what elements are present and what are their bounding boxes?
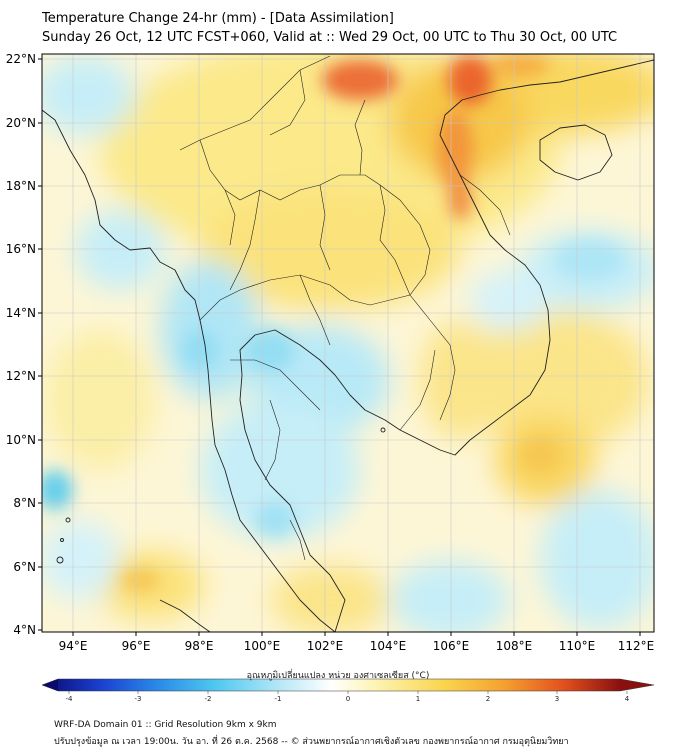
colorbar-tick-neg4: -4	[66, 695, 74, 703]
lon-label-94: 94°E	[59, 639, 88, 653]
chart-title: Temperature Change 24-hr (mm) - [Data As…	[42, 11, 394, 26]
graticule	[42, 54, 654, 632]
colorbar-tick-0: 0	[346, 695, 350, 703]
footer-model-info: WRF-DA Domain 01 :: Grid Resolution 9km …	[54, 720, 277, 730]
lon-ticks	[72, 632, 641, 636]
lat-label-18: 18°N	[6, 179, 36, 193]
colorbar-tick-2: 2	[486, 695, 490, 703]
lat-ticks	[38, 58, 42, 631]
colorbar-ticks	[68, 691, 628, 694]
lon-label-108: 108°E	[496, 639, 533, 653]
lat-label-12: 12°N	[6, 369, 36, 383]
colorbar-title: อุณหภูมิเปลี่ยนแปลง หน่วย องศาเซลเซียส (…	[246, 671, 430, 681]
colorbar-tick-3: 3	[555, 695, 559, 703]
lon-label-112: 112°E	[618, 639, 655, 653]
lat-label-10: 10°N	[6, 433, 36, 447]
colorbar-tick-4: 4	[625, 695, 630, 703]
lat-label-6: 6°N	[13, 560, 36, 574]
lon-label-106: 106°E	[433, 639, 470, 653]
lon-label-100: 100°E	[244, 639, 281, 653]
lon-label-104: 104°E	[370, 639, 407, 653]
lat-label-14: 14°N	[6, 306, 36, 320]
colorbar-tick-neg2: -2	[205, 695, 212, 703]
coastlines	[42, 59, 654, 632]
chart-subtitle: Sunday 26 Oct, 12 UTC FCST+060, Valid at…	[42, 30, 618, 45]
colorbar	[41, 678, 655, 692]
lat-label-16: 16°N	[6, 242, 36, 256]
colorbar-tick-1: 1	[416, 695, 420, 703]
colorbar-tick-neg3: -3	[135, 695, 142, 703]
lat-label-20: 20°N	[6, 116, 36, 130]
map-frame	[41, 53, 655, 633]
temperature-field	[42, 54, 654, 632]
lat-label-4: 4°N	[13, 623, 36, 637]
colorbar-tick-neg1: -1	[275, 695, 282, 703]
lon-label-110: 110°E	[559, 639, 596, 653]
lon-label-98: 98°E	[185, 639, 214, 653]
footer-update-info: ปรับปรุงข้อมูล ณ เวลา 19:00น. วัน อา. ที…	[54, 737, 569, 747]
lat-label-8: 8°N	[13, 496, 36, 510]
lon-label-102: 102°E	[307, 639, 344, 653]
admin-borders	[179, 55, 511, 561]
lat-label-22: 22°N	[6, 52, 36, 66]
lon-label-96: 96°E	[122, 639, 151, 653]
